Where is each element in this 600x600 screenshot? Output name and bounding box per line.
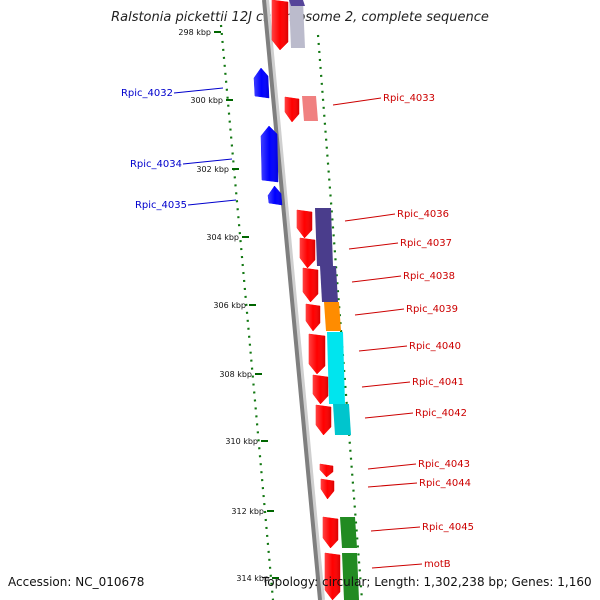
gene-label-forward[interactable]: Rpic_4045 (422, 522, 474, 533)
gene-label-forward[interactable]: Rpic_4039 (406, 304, 458, 315)
leader-line (367, 463, 417, 470)
reverse-gene-arrow-gloss (261, 126, 278, 182)
tick-label: 298 kbp (178, 28, 211, 37)
leader-line (371, 563, 423, 569)
gene-label-reverse[interactable]: Rpic_4034 (130, 159, 182, 170)
leader-line (367, 482, 418, 488)
domain-block (333, 404, 351, 435)
forward-gene-arrow-gloss (303, 268, 318, 302)
domain-block (302, 96, 318, 121)
gene-label-forward[interactable]: Rpic_4043 (418, 459, 470, 470)
leader-line (344, 213, 396, 222)
leader-line (348, 242, 399, 250)
reverse-gene-arrow-gloss (268, 186, 282, 205)
leader-line (187, 199, 237, 206)
domain-block (327, 332, 345, 404)
gene-label-forward[interactable]: Rpic_4040 (409, 341, 461, 352)
forward-gene-arrow-gloss (321, 479, 334, 499)
domain-block (324, 302, 341, 331)
gene-label-forward[interactable]: Rpic_4037 (400, 238, 452, 249)
gene-label-forward[interactable]: Rpic_4038 (403, 271, 455, 282)
tick-label: 302 kbp (196, 165, 229, 174)
leader-line (361, 381, 411, 388)
gene-label-forward[interactable]: Rpic_4042 (415, 408, 467, 419)
tick-label: 304 kbp (206, 233, 239, 242)
forward-gene-arrow-gloss (325, 553, 340, 600)
tick-label: 300 kbp (190, 96, 223, 105)
forward-gene-arrow-gloss (323, 517, 338, 548)
inner-dotted-guide (316, 34, 364, 600)
forward-gene-arrow-gloss (300, 238, 315, 268)
gene-label-forward[interactable]: motB (424, 559, 451, 570)
domain-block (342, 553, 359, 600)
tick-label: 308 kbp (219, 370, 252, 379)
leader-line (364, 412, 414, 419)
label-group: Rpic_4032 Rpic_4034 Rpic_4035 Rpic_4033 Rpic… (121, 87, 474, 570)
tick-label: 312 kbp (231, 507, 264, 516)
domain-block (315, 208, 333, 266)
gene-label-reverse[interactable]: Rpic_4032 (121, 88, 173, 99)
leader-line (351, 275, 402, 283)
domain-block (289, 0, 305, 6)
leader-line (370, 526, 421, 532)
accession-text: Accession: NC_010678 (8, 575, 145, 589)
forward-gene-arrow-gloss (320, 464, 333, 477)
forward-gene-arrow-gloss (297, 210, 312, 238)
forward-gene-arrow-gloss (309, 334, 325, 374)
forward-gene-arrow-gloss (306, 304, 320, 331)
tick-group: 298 kbp 300 kbp 302 kbp 304 kbp 306 kbp 308 k… (178, 28, 279, 583)
gene-label-forward[interactable]: Rpic_4033 (383, 93, 435, 104)
gene-label-reverse[interactable]: Rpic_4035 (135, 200, 187, 211)
forward-gene-arrow-gloss (313, 375, 328, 404)
leader-line (358, 345, 408, 352)
leader-line (354, 308, 405, 316)
backbone (262, 0, 322, 600)
domain-block (289, 0, 305, 48)
forward-gene-arrow-gloss (316, 405, 331, 435)
domain-block (340, 517, 357, 548)
gene-label-forward[interactable]: Rpic_4041 (412, 377, 464, 388)
forward-gene-arrow-gloss (272, 0, 288, 50)
leader-line (332, 97, 382, 106)
tick-label: 314 kbp (236, 574, 269, 583)
reverse-gene-arrow-gloss (254, 68, 269, 98)
gene-group (253, 0, 359, 600)
leader-line (182, 158, 233, 165)
gene-label-forward[interactable]: Rpic_4036 (397, 209, 449, 220)
tick-label: 306 kbp (213, 301, 246, 310)
forward-gene-arrow-gloss (285, 97, 299, 122)
topology-text: Topology: circular; Length: 1,302,238 bp… (262, 575, 592, 589)
gene-label-forward[interactable]: Rpic_4044 (419, 478, 471, 489)
domain-block (320, 266, 338, 302)
leader-line (173, 87, 224, 94)
tick-label: 310 kbp (225, 437, 258, 446)
outer-dotted-guide (219, 24, 275, 600)
